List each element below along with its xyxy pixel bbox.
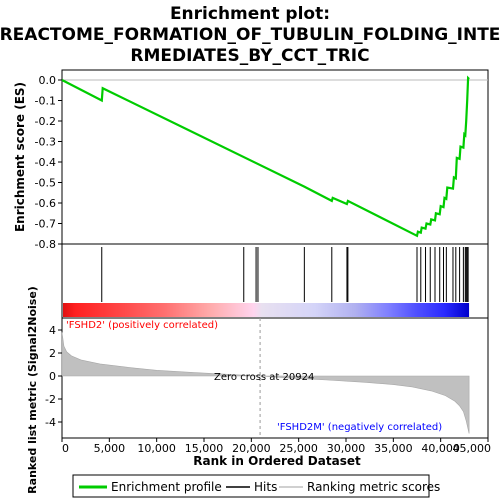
metric-axis-label: Ranked list metric (Signal2Noise) <box>26 286 39 494</box>
x-tick-label: 15,000 <box>185 442 224 455</box>
legend-box <box>72 474 430 498</box>
legend-metric-label: Ranking metric scores <box>307 480 440 494</box>
es-tick-label: -0.2 <box>35 115 56 128</box>
es-tick-label: -0.7 <box>35 218 56 231</box>
es-tick-label: -0.6 <box>35 197 56 210</box>
legend-enrichment-label: Enrichment profile <box>111 480 222 494</box>
positive-correlation-label: 'FSHD2' (positively correlated) <box>66 320 218 331</box>
es-axis-ticks: 0.0 -0.1 -0.2 -0.3 -0.4 -0.5 -0.6 -0.7 -0.8 <box>35 74 62 251</box>
rank-color-bar <box>63 303 470 317</box>
metric-area-fill <box>61 332 470 434</box>
zero-cross-label: Zero cross at 20924 <box>214 372 314 383</box>
x-tick-label: 10,000 <box>137 442 176 455</box>
legend: Enrichment profile Hits Ranking metric s… <box>72 474 440 498</box>
metric-tick-label: -4 <box>45 416 56 429</box>
x-tick-label: 20,000 <box>232 442 271 455</box>
es-tick-label: 0.0 <box>39 74 57 87</box>
metric-area <box>61 318 470 438</box>
metric-axis-ticks: 4 2 0 -2 -4 <box>45 324 62 429</box>
x-axis-ticks: 0 5,000 10,000 15,000 20,000 25,000 30,000 35,0… <box>61 438 492 455</box>
metric-tick-label: -2 <box>45 393 56 406</box>
es-panel <box>61 69 489 245</box>
enrichment-profile-line <box>61 75 470 238</box>
legend-hits-label: Hits <box>254 480 277 494</box>
es-tick-label: -0.5 <box>35 177 56 190</box>
x-tick-label: 45,000 <box>453 442 492 455</box>
x-tick-label: 25,000 <box>279 442 318 455</box>
hit-markers <box>101 247 469 302</box>
es-tick-label: -0.4 <box>35 156 56 169</box>
x-tick-label: 35,000 <box>374 442 413 455</box>
es-axis-label: Enrichment score (ES) <box>13 82 27 232</box>
chart-title-line-2: REACTOME_FORMATION_OF_TUBULIN_FOLDING_IN… <box>0 25 500 45</box>
x-tick-label: 0 <box>62 442 69 455</box>
chart-title-line-3: RMEDIATES_BY_CCT_TRIC <box>130 46 369 66</box>
metric-tick-label: 2 <box>49 347 56 360</box>
chart-title-line-1: Enrichment plot: <box>170 4 330 24</box>
x-tick-label: 30,000 <box>327 442 366 455</box>
enrichment-line-layer <box>61 75 470 238</box>
es-tick-label: -0.3 <box>35 136 56 149</box>
es-tick-label: -0.1 <box>35 95 56 108</box>
x-tick-label: 40,000 <box>421 442 460 455</box>
x-axis-label: Rank in Ordered Dataset <box>193 454 361 468</box>
es-tick-label: -0.8 <box>35 238 56 251</box>
negative-correlation-label: 'FSHD2M' (negatively correlated) <box>277 422 442 433</box>
x-tick-label: 5,000 <box>94 442 126 455</box>
metric-tick-label: 0 <box>49 370 56 383</box>
metric-tick-label: 4 <box>49 324 56 337</box>
